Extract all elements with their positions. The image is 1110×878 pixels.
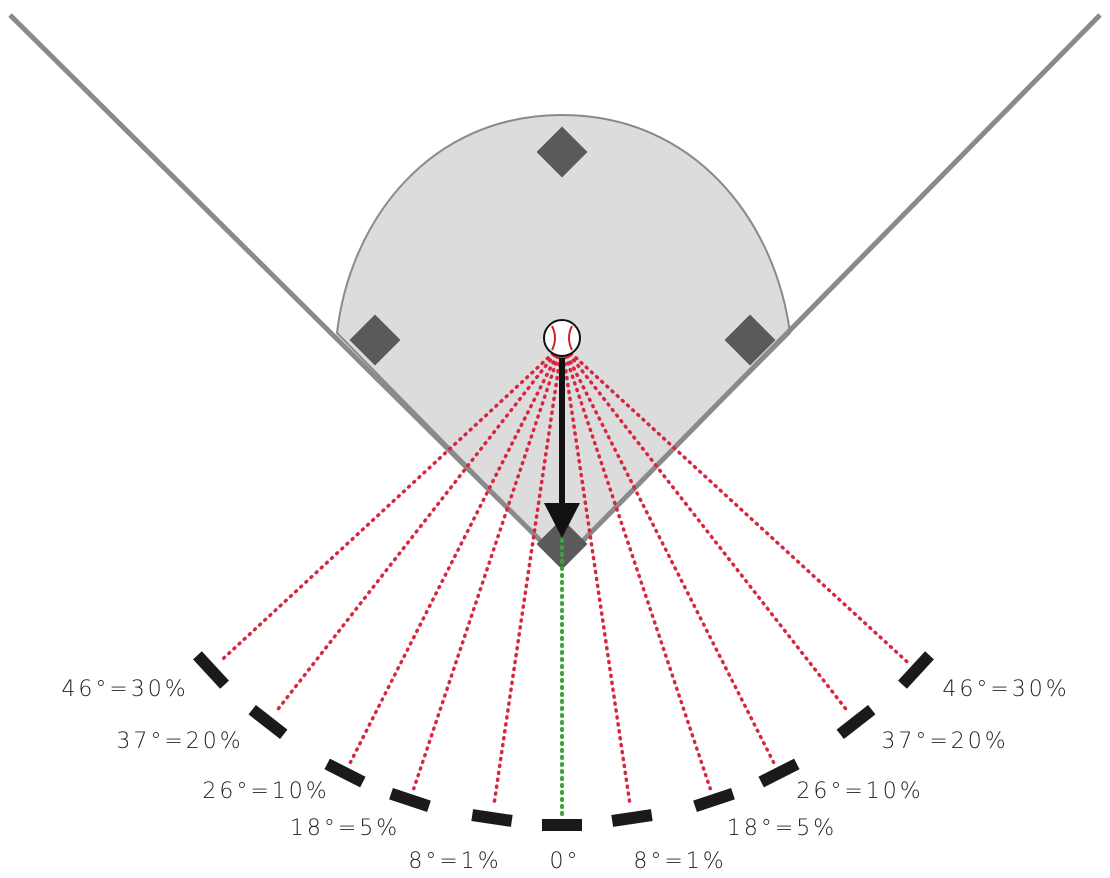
label: 0° [550,849,581,874]
label: 8°=1% [408,849,501,874]
bar [471,809,513,827]
label: 26°=10% [202,779,329,804]
second-base [536,126,588,178]
ray [569,351,909,664]
bar [693,787,735,813]
ball-seams [551,325,573,351]
label: 18°=5% [290,816,400,841]
ball [543,319,581,357]
bars [193,651,934,831]
bar [248,704,288,740]
label: 46°=30% [942,677,1069,702]
label: 8°=1% [633,849,726,874]
ray [564,354,712,791]
first-base [724,314,776,366]
bar [542,819,582,831]
ray [562,355,632,808]
ray [492,355,562,808]
ray [565,353,776,765]
ray [567,352,851,715]
ray [348,353,559,765]
label: 37°=20% [116,729,243,754]
foul-line [8,13,564,564]
bar [836,704,876,740]
label: 18°=5% [727,816,837,841]
bar [193,651,229,689]
arrow-head [544,503,580,538]
ray [218,351,555,664]
label: 46°=30% [61,677,188,702]
bar [611,809,653,827]
ray [412,354,560,791]
foul-line [560,13,1102,564]
ray [273,352,557,715]
bar [324,758,366,788]
bar [389,787,431,813]
bar [758,758,800,788]
rays [218,351,909,808]
label: 26°=10% [796,779,923,804]
bar [898,651,934,689]
home-plate [536,518,588,570]
label: 37°=20% [881,729,1008,754]
